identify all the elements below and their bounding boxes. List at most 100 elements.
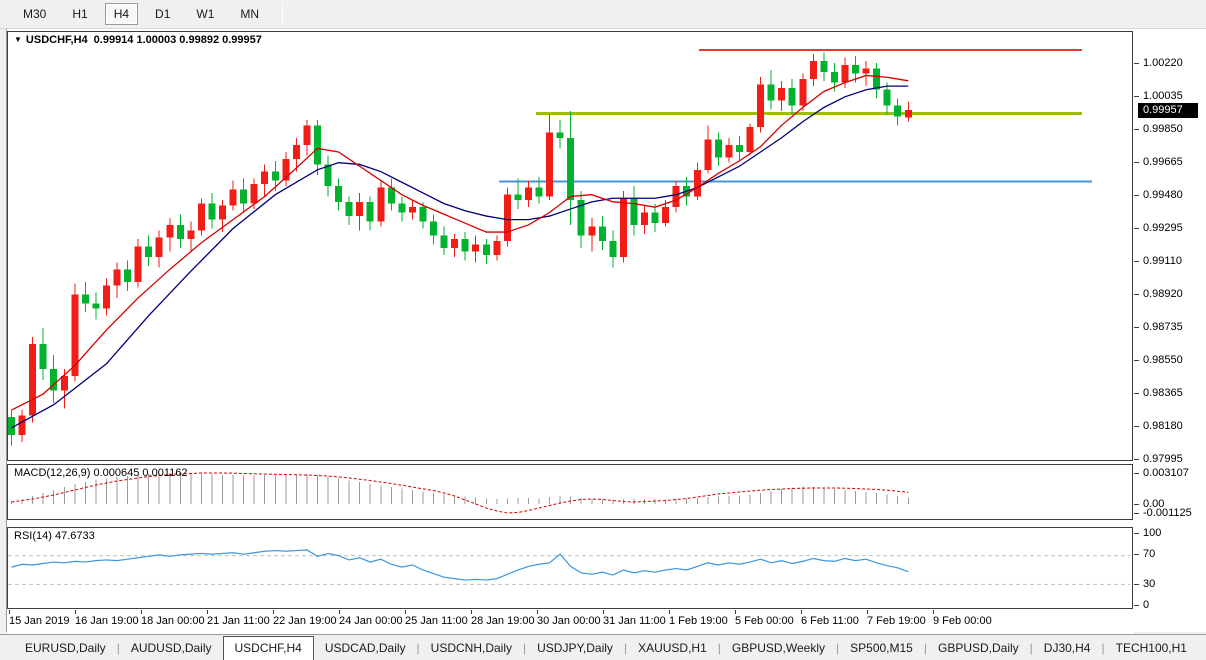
- time-tick: [471, 610, 472, 614]
- rsi-axis-tick: [1134, 584, 1139, 585]
- macd-values: 0.000645 0.001162: [93, 467, 188, 479]
- chart-header: ▼ USDCHF,H4 0.99914 1.00003 0.99892 0.9995…: [14, 34, 262, 46]
- rsi-axis-tick: [1134, 554, 1139, 555]
- macd-chart[interactable]: [8, 465, 1132, 519]
- time-label: 28 Jan 19:00: [471, 615, 535, 627]
- tab-separator: |: [717, 641, 721, 655]
- timeframe-button-d1[interactable]: D1: [155, 7, 171, 21]
- price-tick: [1134, 360, 1139, 362]
- time-label: 6 Feb 11:00: [801, 615, 859, 627]
- price-label: 0.99110: [1143, 254, 1182, 267]
- price-label: 0.97995: [1143, 453, 1183, 465]
- time-tick: [801, 610, 802, 614]
- macd-axis-tick: [1134, 473, 1139, 474]
- price-label: 0.99850: [1143, 122, 1183, 135]
- price-axis[interactable]: 1.00220 1.00035 0.99850 0.99665 0.99480 0.992…: [1134, 29, 1206, 632]
- rsi-panel[interactable]: RSI(14) 47.6733: [7, 527, 1133, 609]
- macd-axis-tick: [1134, 504, 1139, 505]
- price-tick: [1134, 327, 1139, 329]
- tab-separator: |: [836, 641, 840, 655]
- symbol-tabbar: EURUSD,Daily | AUDUSD,Daily USDCHF,H4 USDCAD…: [0, 634, 1206, 660]
- time-tick: [867, 610, 868, 614]
- time-tick: [207, 610, 208, 614]
- time-label: 16 Jan 19:00: [75, 615, 139, 627]
- symbol-tab-usdcnh[interactable]: USDCNH,Daily: [430, 641, 512, 655]
- chart-ohlc-values: 0.99914 1.00003 0.99892 0.99957: [93, 34, 262, 46]
- candlestick-chart[interactable]: [8, 32, 1132, 460]
- tab-scroll-controls: ◄ ►: [1198, 619, 1206, 660]
- chart-symbol-label: USDCHF,H4: [25, 34, 88, 46]
- symbol-tab-gbpusd[interactable]: GBPUSD,Daily: [937, 641, 1019, 655]
- time-label: 1 Feb 19:00: [669, 615, 728, 627]
- price-tick: [1134, 459, 1139, 460]
- tab-separator: |: [523, 641, 527, 655]
- price-label: 0.99480: [1143, 188, 1183, 201]
- time-label: 15 Jan 2019: [9, 615, 70, 627]
- symbol-tab-xauusd[interactable]: XAUUSD,H1: [638, 641, 707, 655]
- symbol-tab-eurusd[interactable]: EURUSD,Daily: [25, 641, 106, 655]
- time-label: 21 Jan 11:00: [207, 615, 270, 627]
- price-tick: [1134, 294, 1139, 296]
- symbol-tab-dj30[interactable]: DJ30,H4: [1043, 641, 1091, 655]
- timeframe-button-w1[interactable]: W1: [196, 7, 215, 21]
- rsi-axis-tick: [1134, 533, 1139, 534]
- time-label: 9 Feb 00:00: [933, 615, 992, 627]
- macd-axis-label: 0.00: [1143, 498, 1165, 510]
- macd-axis-label: 0.003107: [1143, 467, 1189, 479]
- timeframe-button-h1[interactable]: H1: [72, 7, 88, 21]
- rsi-axis-label: 30: [1143, 578, 1156, 590]
- symbol-tab-gbpusd[interactable]: GBPUSD,Weekly: [731, 641, 826, 655]
- macd-panel[interactable]: MACD(12,26,9) 0.000645 0.001162: [7, 464, 1133, 520]
- macd-axis-label: -0.001125: [1143, 507, 1192, 519]
- timeframe-toolbar: M30 H1 H4 D1 W1 MN: [0, 0, 1206, 29]
- time-label: 5 Feb 00:00: [735, 615, 794, 627]
- price-chart-panel[interactable]: ▼ USDCHF,H4 0.99914 1.00003 0.99892 0.9995…: [7, 31, 1133, 461]
- time-label: 7 Feb 19:00: [867, 615, 926, 627]
- tab-separator: |: [623, 641, 628, 655]
- symbol-tab-sp500[interactable]: SP500,M15: [850, 641, 913, 655]
- price-label: 0.98365: [1143, 387, 1183, 400]
- time-tick: [603, 610, 604, 614]
- price-tick: [1134, 260, 1139, 262]
- price-tick: [1134, 161, 1139, 163]
- price-label: 0.98180: [1143, 420, 1183, 433]
- price-tick: [1134, 63, 1139, 64]
- price-label: 1.00220: [1143, 57, 1183, 69]
- price-tick: [1134, 194, 1139, 196]
- timeframe-buttons: M30 H1 H4 D1 W1 MN: [14, 3, 276, 25]
- time-tick: [141, 610, 142, 614]
- time-label: 30 Jan 00:00: [537, 615, 601, 627]
- rsi-axis-label: 70: [1143, 548, 1156, 560]
- window-splitter[interactable]: [6, 29, 7, 632]
- macd-caption: MACD(12,26,9) 0.000645 0.001162: [14, 467, 187, 479]
- chart-dropdown-icon[interactable]: ▼: [14, 35, 22, 44]
- price-label: 0.98920: [1143, 288, 1183, 301]
- symbol-tab-tech100[interactable]: TECH100,H1: [1115, 641, 1187, 655]
- symbol-tab-usdcad[interactable]: USDCAD,Daily: [324, 641, 406, 655]
- time-label: 24 Jan 00:00: [339, 615, 403, 627]
- rsi-caption: RSI(14) 47.6733: [14, 530, 95, 542]
- time-tick: [75, 610, 76, 614]
- symbol-tab-usdchf[interactable]: USDCHF,H4: [222, 636, 314, 660]
- price-tick: [1134, 128, 1139, 130]
- time-tick: [405, 610, 406, 614]
- price-label: 0.99295: [1143, 221, 1183, 234]
- symbol-tab-audusd[interactable]: AUDUSD,Daily: [130, 641, 212, 655]
- price-label: 0.98735: [1143, 321, 1183, 334]
- tab-separator: |: [1029, 641, 1033, 655]
- tab-separator: |: [116, 641, 120, 655]
- price-label: 1.00035: [1143, 89, 1183, 102]
- tab-separator: |: [923, 641, 927, 655]
- symbol-tab-usdjpy[interactable]: USDJPY,Daily: [537, 641, 613, 655]
- tab-separator: |: [1101, 641, 1105, 655]
- time-tick: [273, 610, 274, 614]
- timeframe-button-mn[interactable]: MN: [240, 7, 260, 21]
- time-label: 22 Jan 19:00: [273, 615, 337, 627]
- timeframe-button-h4[interactable]: H4: [104, 3, 139, 25]
- timeframe-button-m30[interactable]: M30: [23, 7, 47, 21]
- time-axis[interactable]: 15 Jan 2019 16 Jan 19:00 18 Jan 00:00 21 Ja…: [7, 610, 1134, 634]
- time-tick: [735, 610, 736, 614]
- rsi-axis-tick: [1134, 605, 1139, 606]
- time-tick: [9, 610, 10, 614]
- rsi-chart[interactable]: [8, 528, 1132, 608]
